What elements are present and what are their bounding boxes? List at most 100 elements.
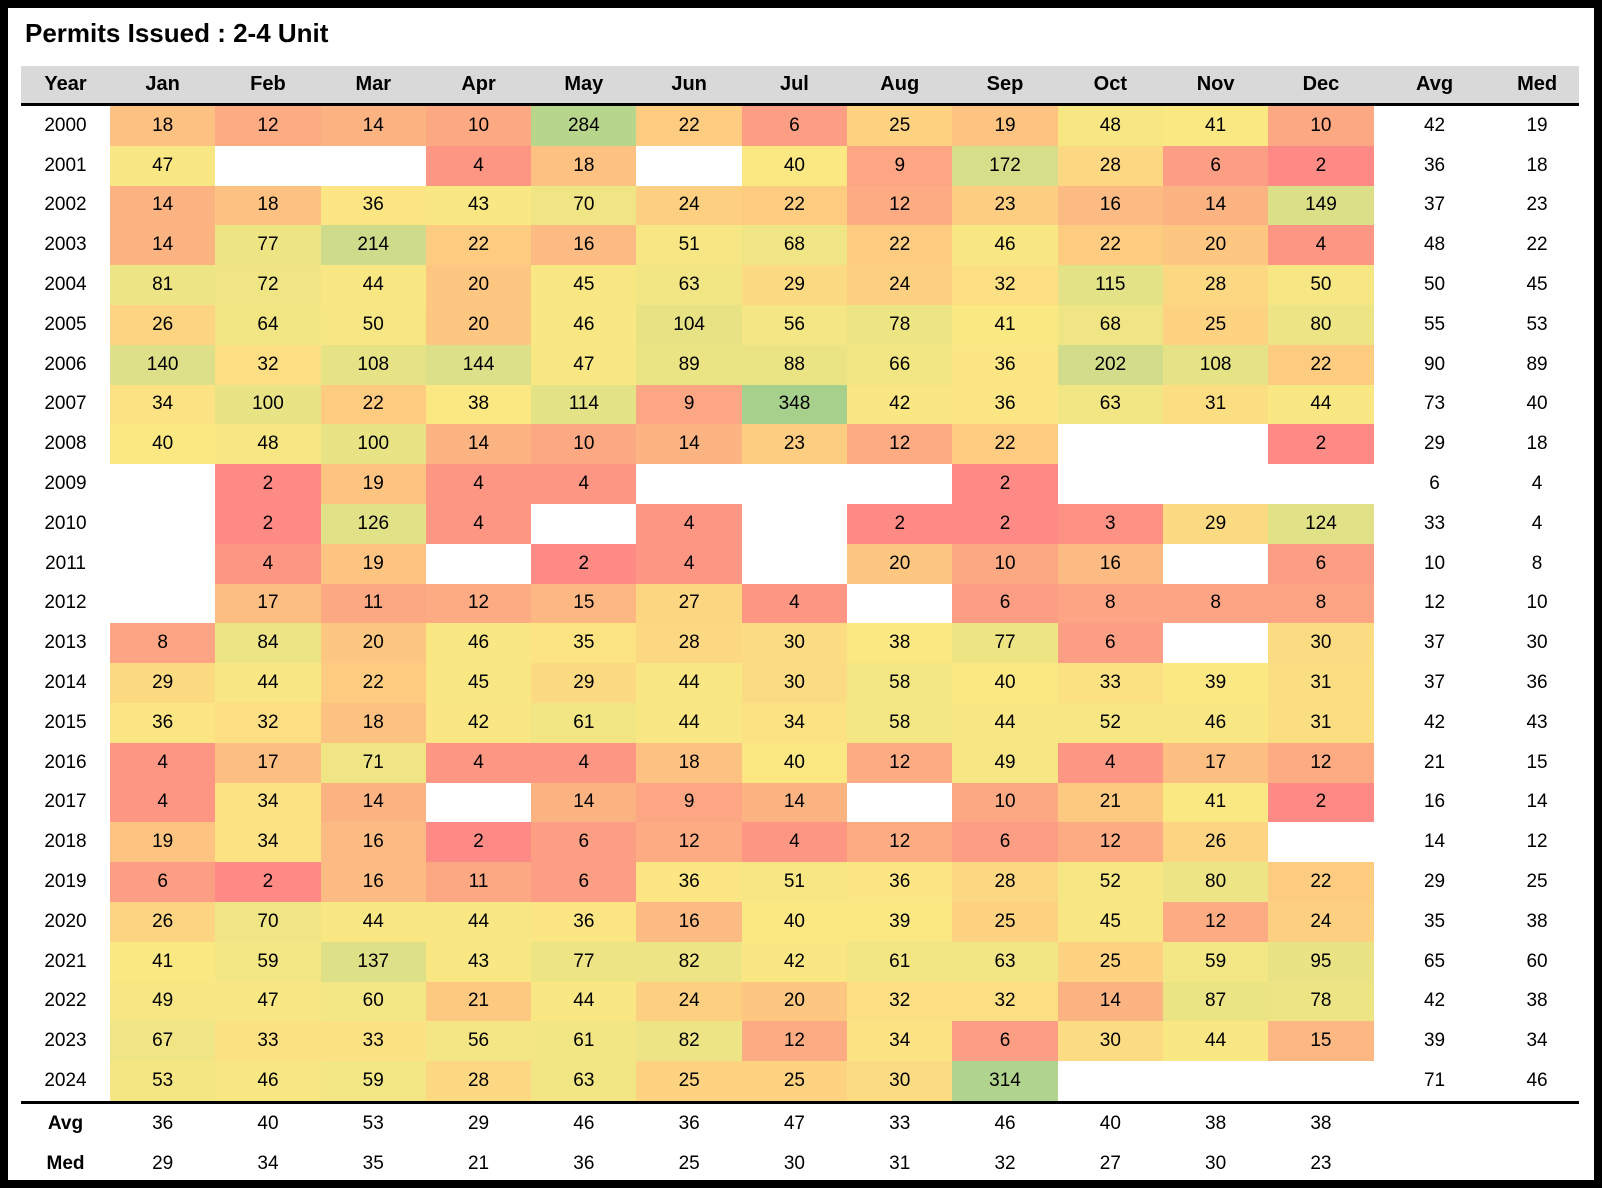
- heatmap-cell: 31: [1268, 702, 1374, 743]
- row-med: 38: [1526, 910, 1548, 932]
- heatmap-cell: 61: [847, 941, 953, 982]
- heatmap-cell: 29: [1162, 503, 1269, 544]
- row-med: 15: [1526, 751, 1548, 773]
- heatmap-cell: 68: [1057, 304, 1163, 345]
- column-header: Jan: [145, 73, 180, 95]
- year-row: 2021 41 59 137 43 77 82 42 61 63 25 59 95 65 60: [21, 941, 1579, 982]
- heatmap-cell: 108: [1162, 344, 1269, 385]
- year-row: 2001 47 4 18 40 9 172 28 6 2 36 18: [21, 145, 1579, 186]
- heatmap-cell: 95: [1268, 941, 1374, 982]
- heatmap-cell: 88: [741, 344, 848, 385]
- year-row: 2012 17 11 12 15 27 4 6 8 8 8 12 10: [21, 583, 1579, 624]
- heatmap-cell: 32: [952, 981, 1058, 1022]
- year-row: 2008 40 48 100 14 10 14 23 12 22 2 29 18: [21, 424, 1579, 465]
- heatmap-cell: 4: [425, 742, 532, 783]
- heatmap-cell: 15: [1268, 1021, 1374, 1062]
- heatmap-cell: 67: [110, 1021, 216, 1062]
- year-label: 2001: [44, 154, 87, 176]
- year-label: 2010: [44, 512, 87, 534]
- heatmap-cell: 12: [847, 424, 953, 465]
- empty-cell: [426, 783, 531, 823]
- heatmap-cell: 12: [1162, 901, 1269, 942]
- year-label: 2008: [44, 433, 87, 455]
- heatmap-cell: 52: [1057, 862, 1163, 902]
- heatmap-cell: 18: [215, 185, 321, 226]
- heatmap-cell: 22: [847, 225, 953, 266]
- heatmap-cell: 16: [1057, 543, 1163, 584]
- heatmap-cell: 33: [320, 1021, 426, 1062]
- heatmap-cell: 25: [1162, 304, 1269, 345]
- heatmap-cell: 8: [1057, 583, 1163, 624]
- empty-cell: [1163, 424, 1268, 464]
- heatmap-cell: 31: [1268, 663, 1374, 703]
- chart-frame: Permits Issued : 2-4 Unit Year Jan Feb Mar A…: [8, 8, 1594, 1180]
- row-avg: 42: [1423, 990, 1446, 1012]
- heatmap-cell: 40: [110, 424, 216, 465]
- heatmap-cell: 66: [847, 344, 953, 385]
- row-med: 46: [1526, 1070, 1548, 1092]
- heatmap-cell: 59: [1162, 941, 1269, 982]
- footer-value: 31: [889, 1152, 911, 1174]
- heatmap-cell: 18: [110, 106, 216, 146]
- heatmap-cell: 12: [425, 583, 532, 624]
- year-label: 2016: [44, 751, 87, 773]
- heatmap-cell: 6: [952, 822, 1058, 863]
- heatmap-cell: 2: [531, 543, 637, 584]
- heatmap-cell: 124: [1268, 503, 1374, 544]
- heatmap-cell: 6: [741, 106, 848, 146]
- heatmap-cell: 39: [1162, 663, 1269, 703]
- column-header: Aug: [880, 73, 920, 95]
- footer-value: 29: [467, 1112, 490, 1134]
- heatmap-cell: 63: [1057, 384, 1163, 425]
- heatmap-cell: 2: [1268, 782, 1374, 823]
- heatmap-cell: 46: [531, 304, 637, 345]
- heatmap-cell: 36: [636, 862, 742, 902]
- year-row: 2018 19 34 16 2 6 12 4 12 6 12 26 14 12: [21, 822, 1579, 863]
- empty-cell: [110, 464, 215, 504]
- heatmap-cell: 56: [741, 304, 848, 345]
- heatmap-cell: 47: [531, 344, 637, 385]
- year-row: 2000 18 12 14 10 284 22 6 25 19 48 41 10 42 19: [21, 106, 1579, 146]
- heatmap-cell: 25: [636, 1061, 742, 1101]
- heatmap-cell: 4: [1057, 742, 1163, 783]
- heatmap-cell: 29: [741, 265, 848, 305]
- heatmap-cell: 70: [215, 901, 321, 942]
- year-label: 2004: [44, 274, 87, 296]
- heatmap-cell: 12: [847, 185, 953, 226]
- heatmap-cell: 18: [320, 702, 426, 743]
- heatmap-cell: 16: [320, 822, 426, 863]
- heatmap-cell: 22: [1268, 344, 1374, 385]
- heatmap-cell: 59: [320, 1061, 426, 1101]
- row-avg: 35: [1423, 910, 1446, 932]
- footer-value: 53: [362, 1112, 384, 1134]
- heatmap-cell: 63: [952, 941, 1058, 982]
- year-row: 2004 81 72 44 20 45 63 29 24 32 115 28 50 50 45: [21, 265, 1579, 305]
- year-label: 2011: [45, 552, 86, 574]
- empty-cell: [1163, 623, 1268, 663]
- heatmap-cell: 144: [425, 344, 532, 385]
- heatmap-cell: 100: [215, 384, 321, 425]
- empty-cell: [1058, 464, 1163, 504]
- heatmap-cell: 137: [320, 941, 426, 982]
- row-avg: 37: [1423, 632, 1446, 654]
- heatmap-cell: 61: [531, 702, 637, 743]
- row-avg: 50: [1423, 274, 1446, 296]
- heatmap-cell: 28: [425, 1061, 532, 1101]
- heatmap-cell: 36: [952, 344, 1058, 385]
- empty-cell: [742, 544, 847, 584]
- row-avg: 29: [1423, 871, 1446, 893]
- year-row: 2010 2 126 4 4 2 2 3 29 124 33 4: [21, 503, 1579, 544]
- heatmap-cell: 49: [110, 981, 216, 1022]
- heatmap-cell: 10: [952, 782, 1058, 823]
- heatmap-cell: 4: [636, 503, 742, 544]
- heatmap-cell: 52: [1057, 702, 1163, 743]
- heatmap-cell: 44: [636, 702, 742, 743]
- heatmap-cell: 4: [110, 742, 216, 783]
- heatmap-cell: 22: [1057, 225, 1163, 266]
- header-row: Year Jan Feb Mar Apr May Jun Jul Aug Sep Oct Nov Dec…: [21, 66, 1579, 106]
- heatmap-cell: 6: [952, 1021, 1058, 1062]
- column-header: Avg: [1416, 73, 1454, 95]
- heatmap-cell: 80: [1268, 304, 1374, 345]
- empty-cell: [1268, 1061, 1373, 1101]
- row-avg: 16: [1423, 791, 1446, 813]
